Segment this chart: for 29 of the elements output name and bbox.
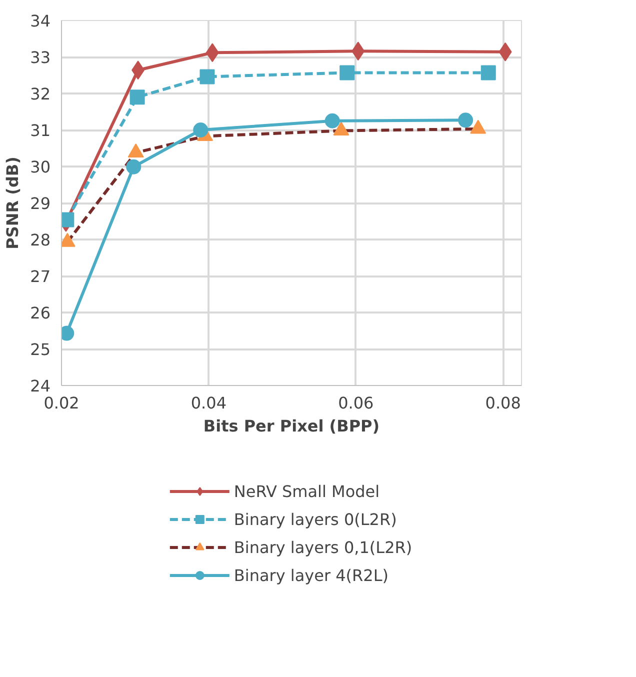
point xyxy=(200,69,215,84)
legend-label: NeRV Small Model xyxy=(234,482,380,500)
y-tick-label: 33 xyxy=(30,48,50,67)
y-tick-label: 27 xyxy=(30,267,50,286)
y-tick-label: 34 xyxy=(30,12,50,30)
x-tick-label: 0.02 xyxy=(44,394,80,412)
point xyxy=(324,113,340,128)
point xyxy=(340,65,355,80)
y-axis-title: PSNR (dB) xyxy=(3,156,22,250)
y-tick-label: 31 xyxy=(30,121,50,140)
point xyxy=(126,159,142,174)
y-tick-label: 29 xyxy=(30,194,50,213)
y-tick-label: 24 xyxy=(30,376,50,396)
x-tick-label: 0.06 xyxy=(338,394,374,412)
point xyxy=(130,90,145,105)
point xyxy=(480,65,496,80)
x-axis-title: Bits Per Pixel (BPP) xyxy=(203,416,380,436)
y-tick-label: 28 xyxy=(30,230,50,250)
y-tick-label: 25 xyxy=(30,340,50,359)
legend-label: Binary layer 4(R2L) xyxy=(234,566,389,584)
legend-label: Binary layers 0(L2R) xyxy=(234,510,397,528)
point xyxy=(458,112,474,128)
y-tick-label: 26 xyxy=(30,304,50,322)
y-tick-label: 32 xyxy=(30,84,50,104)
y-tick-label: 30 xyxy=(30,158,50,176)
point xyxy=(193,122,208,138)
legend-label: Binary layers 0,1(L2R) xyxy=(234,538,412,556)
x-tick-label: 0.08 xyxy=(485,394,521,412)
x-tick-label: 0.04 xyxy=(190,394,227,412)
